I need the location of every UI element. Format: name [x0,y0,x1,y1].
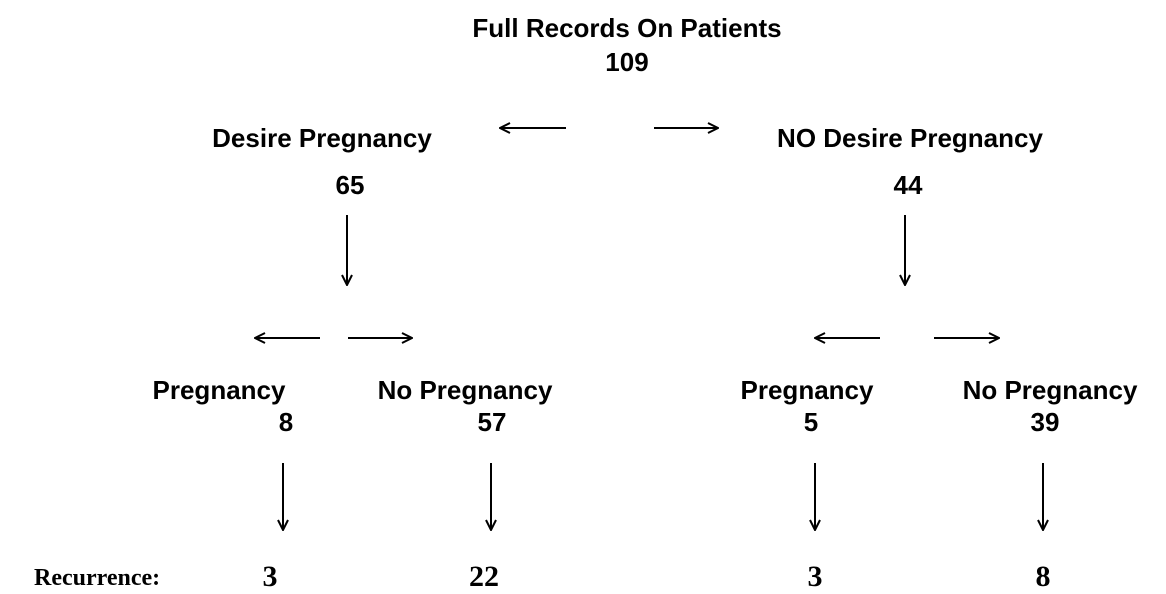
child-label: No Pregnancy [963,375,1138,405]
child-count: 57 [478,407,507,437]
branch-label: NO Desire Pregnancy [777,123,1043,153]
root-count: 109 [605,47,648,77]
child-label: Pregnancy [153,375,286,405]
branch-label: Desire Pregnancy [212,123,432,153]
arrows [255,128,1043,530]
recurrence-count: 8 [1036,560,1051,593]
child-count: 8 [279,407,293,437]
child-count: 5 [804,407,818,437]
branch-count: 44 [894,170,923,200]
child-count: 39 [1031,407,1060,437]
recurrence-count: 3 [808,560,823,593]
root-label: Full Records On Patients [472,13,781,43]
recurrence-count: 22 [469,560,499,593]
recurrence-label: Recurrence: [34,565,160,591]
child-label: No Pregnancy [378,375,553,405]
recurrence-count: 3 [263,560,278,593]
branch-count: 65 [336,170,365,200]
child-label: Pregnancy [741,375,874,405]
